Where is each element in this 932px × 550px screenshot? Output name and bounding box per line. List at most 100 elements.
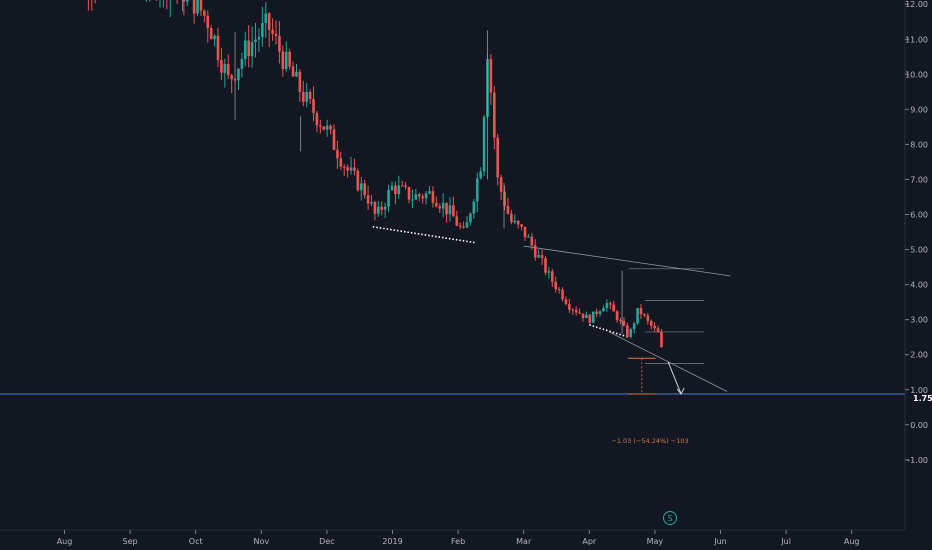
candle-body [325, 125, 329, 130]
earnings-marker[interactable]: S [663, 511, 677, 525]
time-axis[interactable]: Aug Sep Oct Nov Dec 2019 Feb Mar Apr May Jun Jul Aug [57, 530, 860, 546]
x-tick-label: Jun [713, 537, 727, 546]
candle-body [281, 51, 285, 70]
candle-body [496, 137, 500, 178]
candle-body [305, 91, 308, 102]
candle-body [267, 13, 271, 30]
candle-body [322, 126, 326, 130]
candle-body [455, 216, 459, 226]
candle-body [319, 125, 322, 127]
candle-body [564, 299, 568, 305]
candle-body [578, 312, 581, 314]
candle-body [448, 205, 452, 215]
x-tick-label: Jul [780, 537, 791, 546]
x-tick-label: Oct [189, 537, 203, 546]
candle-body [568, 304, 571, 310]
candle-body [441, 202, 445, 209]
candle-body [435, 202, 438, 207]
candle-body [605, 303, 609, 309]
candle-body [366, 195, 370, 204]
y-tick-label: 11.00 [905, 35, 928, 44]
candle-body [291, 66, 295, 77]
candle-body [315, 113, 319, 126]
y-tick-label: 3.00 [910, 316, 928, 325]
candle-body [551, 271, 554, 282]
candle-body [643, 314, 646, 316]
candle-body [527, 236, 530, 238]
x-tick-label: Feb [451, 537, 465, 546]
candle-body [342, 166, 346, 168]
x-tick-label: Dec [319, 537, 334, 546]
candle-body [192, 0, 196, 14]
candle-body [523, 226, 527, 238]
price-axis[interactable]: 13.0012.0011.0010.009.008.007.006.005.00… [905, 0, 928, 465]
candle-body [646, 315, 650, 321]
candle-body [458, 225, 462, 227]
candle-body [356, 170, 360, 191]
candle-body [452, 205, 455, 217]
candle-body [544, 258, 547, 273]
candle-body [247, 40, 251, 57]
candle-body [274, 33, 278, 36]
candle-body [264, 13, 268, 23]
x-tick-label: Nov [253, 537, 269, 546]
candle-body [298, 71, 302, 92]
candle-body [591, 311, 595, 323]
candle-body [431, 191, 435, 203]
y-tick-label: 5.00 [910, 246, 928, 255]
candle-body [329, 125, 332, 130]
candle-body [510, 213, 513, 223]
candle-body [499, 177, 503, 192]
candle-body [540, 255, 544, 259]
candle-body [465, 222, 469, 228]
candle-body [581, 313, 585, 319]
candle-body [359, 183, 363, 191]
projection-arrow [667, 361, 682, 395]
x-tick-label: Sep [123, 537, 138, 546]
candle-body [533, 245, 537, 258]
candle-body [585, 314, 588, 319]
candle-body [261, 22, 264, 38]
candle-body [632, 323, 636, 330]
y-tick-label: 6.00 [910, 211, 928, 220]
candle-body [636, 308, 639, 324]
candle-body [223, 64, 227, 73]
candle-body [271, 29, 274, 34]
candle-body [397, 185, 401, 195]
earnings-marker-circle [663, 511, 677, 525]
candle-body [421, 196, 424, 199]
candle-body [571, 309, 575, 311]
candle-body [506, 206, 510, 214]
x-tick-label: May [647, 537, 664, 546]
y-tick-label: 1.00 [910, 386, 928, 395]
candle-body [656, 328, 660, 333]
last-price-value: 1.75 [913, 394, 932, 403]
y-tick-label: 4.00 [910, 281, 928, 290]
candle-body [390, 185, 394, 190]
candle-body [182, 0, 186, 2]
candle-body [660, 332, 663, 347]
measure-label: −1.03 (−54.24%) −103 [611, 437, 688, 445]
candle-body [230, 75, 233, 80]
candle-body [407, 187, 411, 200]
y-tick-label: 12.00 [905, 0, 928, 9]
candle-body [216, 35, 220, 61]
candle-body [243, 40, 247, 60]
candle-body [278, 35, 281, 52]
candle-body [377, 206, 380, 214]
candle-body [598, 311, 602, 315]
candle-body [312, 98, 315, 114]
candle-body [482, 116, 486, 172]
x-tick-label: Aug [844, 537, 860, 546]
candle-body [370, 201, 373, 204]
candle-body [257, 37, 261, 40]
candle-body [472, 201, 476, 214]
candle-body [554, 281, 558, 290]
candle-body [414, 194, 418, 200]
candle-body [622, 320, 626, 326]
x-tick-label: Aug [57, 537, 73, 546]
candle-body [561, 289, 564, 300]
candle-body [489, 59, 493, 93]
